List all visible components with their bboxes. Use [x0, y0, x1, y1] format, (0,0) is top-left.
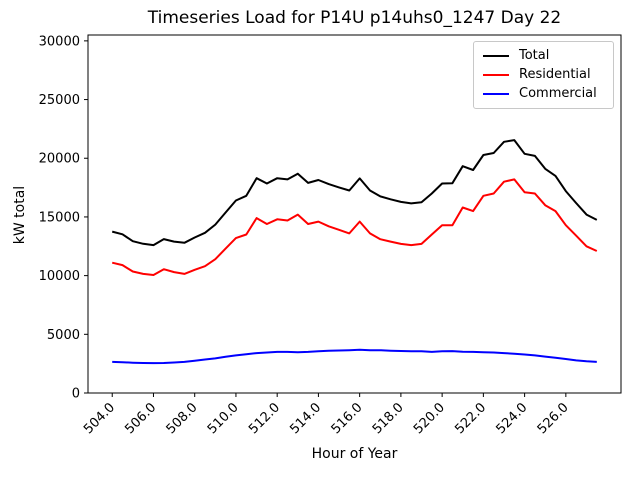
x-tick-label: 524.0 — [494, 400, 531, 437]
x-tick-label: 510.0 — [205, 400, 242, 437]
x-axis-label: Hour of Year — [311, 446, 398, 462]
y-tick-label: 10000 — [39, 269, 80, 284]
total-line — [111, 139, 598, 247]
commercial-line-swatch — [483, 93, 509, 95]
residential-line — [111, 178, 598, 276]
x-tick-label: 518.0 — [370, 400, 407, 437]
chart-title: Timeseries Load for P14U p14uhs0_1247 Da… — [147, 8, 562, 28]
x-tick-label: 520.0 — [411, 400, 448, 437]
total-line-swatch — [483, 55, 509, 57]
legend-item-commercial: Commercial — [483, 87, 604, 101]
x-tick-label: 516.0 — [329, 400, 366, 437]
y-tick-label: 25000 — [39, 93, 80, 108]
legend-item-total: Total — [483, 49, 604, 63]
x-tick-label: 522.0 — [452, 400, 489, 437]
legend-label: Commercial — [519, 86, 597, 101]
x-tick-label: 506.0 — [122, 400, 159, 437]
y-tick-label: 0 — [72, 387, 80, 402]
axes-frame — [87, 34, 622, 394]
x-tick-label: 512.0 — [246, 400, 283, 437]
x-tick-label: 514.0 — [287, 400, 324, 437]
commercial-line — [112, 348, 597, 365]
x-tick-label: 508.0 — [164, 400, 201, 437]
x-tick-label: 504.0 — [81, 400, 118, 437]
y-tick-label: 20000 — [39, 152, 80, 167]
residential-line-swatch — [483, 74, 509, 76]
y-tick-label: 30000 — [39, 34, 80, 49]
legend: Total Residential Commercial — [473, 41, 614, 109]
legend-label: Residential — [519, 67, 591, 82]
legend-item-residential: Residential — [483, 68, 604, 82]
y-tick-label: 5000 — [47, 328, 80, 343]
x-tick-label: 526.0 — [535, 400, 572, 437]
legend-label: Total — [519, 48, 550, 63]
y-tick-label: 15000 — [39, 210, 80, 225]
